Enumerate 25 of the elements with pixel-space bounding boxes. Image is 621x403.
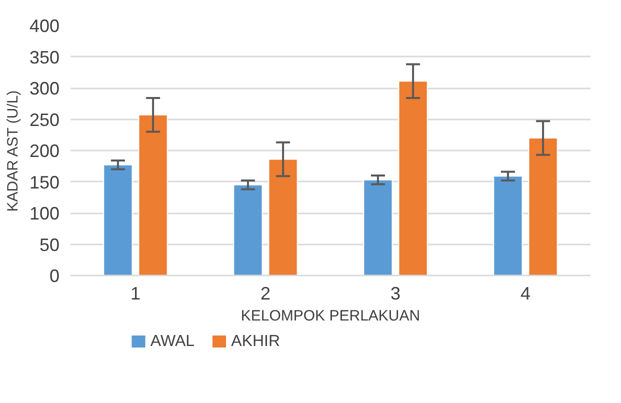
bar [268,158,298,276]
bar [493,176,523,276]
y-tick-label: 250 [29,110,60,130]
legend-label: AWAL [150,333,195,350]
bar [233,184,263,276]
x-tick-label: 3 [390,284,401,304]
bar [363,179,393,276]
y-tick-label: 150 [29,172,60,192]
y-tick-label: 50 [39,234,60,255]
x-tick-label: 1 [130,284,141,304]
y-axis-title: KADAR AST (U/L) [4,90,22,212]
x-axis-title: KELOMPOK PERLAKUAN [240,308,420,324]
y-tick-label: 400 [29,16,60,36]
bar [138,114,168,276]
bar [103,164,133,276]
x-tick-label: 2 [260,284,271,304]
y-tick-label: 100 [29,204,60,224]
y-tick-label: 300 [29,78,60,98]
y-tick-label: 350 [29,47,60,68]
y-tick-label: 0 [49,266,60,286]
y-tick-label: 200 [29,141,60,161]
legend-label: AKHIR [231,333,280,350]
bar [528,138,558,276]
bar [398,80,428,276]
x-tick-label: 4 [520,284,531,304]
